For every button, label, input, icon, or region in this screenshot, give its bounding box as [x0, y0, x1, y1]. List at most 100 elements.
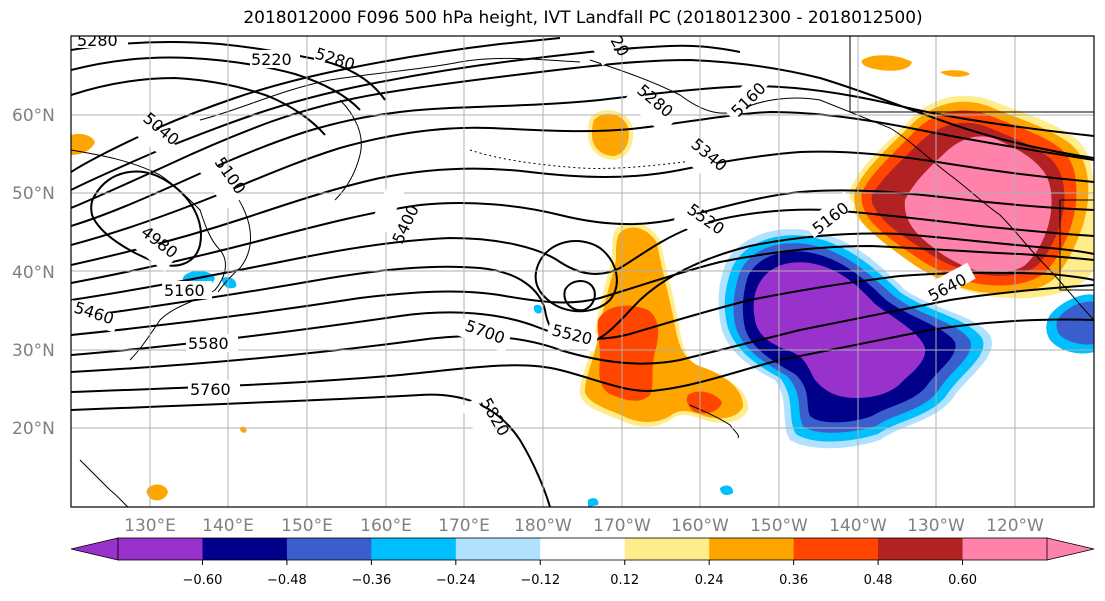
colorbar-swatch	[118, 538, 203, 560]
lon-label-120w: 120°W	[986, 516, 1044, 536]
ivt-positive-alaska-2	[592, 113, 629, 156]
contour-label-5220: 5220	[251, 50, 292, 69]
colorbar-tick-label: −0.36	[351, 573, 391, 588]
ivt-negative-060	[753, 262, 926, 398]
colorbar-swatch	[371, 538, 457, 560]
ivt-negative-uscoast-2	[1056, 301, 1094, 345]
contour-label-bg	[460, 398, 503, 453]
contour-label-bg	[720, 70, 771, 120]
ivt-positive-west	[71, 133, 95, 155]
colorbar-tick-label: −0.48	[267, 573, 307, 588]
lon-label-170w: 170°W	[593, 516, 651, 536]
ivt-positive-small-1	[146, 484, 168, 501]
contour-5220-top	[71, 56, 361, 111]
colorbar-tick-label: −0.60	[183, 573, 223, 588]
contour-label-5280-topleft: 5280	[77, 31, 118, 50]
lon-label-140e: 140°E	[202, 516, 254, 536]
lon-label-160e: 160°E	[360, 516, 412, 536]
contour-label-bg	[314, 44, 364, 62]
lat-label-30n: 30°N	[12, 341, 55, 361]
colorbar: −0.60 −0.48 −0.36 −0.24 −0.12 0.12 0.24 0.36 0.4…	[70, 537, 1095, 588]
contour-5400	[71, 189, 1094, 284]
contour-label-bg	[803, 191, 856, 238]
contour-5580	[71, 244, 1094, 336]
height-contours	[71, 37, 1094, 507]
contour-label-bg	[673, 205, 727, 250]
contour-label-bg	[71, 300, 120, 333]
region-box-canada	[849, 36, 1094, 113]
contour-label-5760: 5760	[190, 380, 231, 399]
map-frame	[70, 35, 1095, 508]
coast-japan	[217, 189, 251, 293]
contour-label-bg	[455, 318, 511, 353]
ivt-negative-spot-3	[533, 304, 542, 314]
contour-4980-low	[90, 170, 202, 267]
contour-5160	[71, 58, 1094, 209]
contour-5820	[71, 393, 551, 507]
lon-label-130w: 130°W	[907, 516, 965, 536]
contour-5580-cutoff	[563, 280, 596, 312]
graticule	[71, 36, 1094, 507]
colorbar-tick-label: 0.48	[864, 573, 893, 588]
coast-aleutians	[469, 149, 701, 169]
lon-label-160w: 160°W	[671, 516, 729, 536]
colorbar-swatch	[455, 538, 541, 560]
contour-5280-top	[71, 41, 386, 101]
contour-5340	[71, 150, 1094, 266]
contour-label-bg	[623, 86, 675, 135]
ivt-positive-north	[861, 55, 912, 71]
contour-5640	[71, 271, 1094, 356]
colorbar-tick-label: 0.24	[695, 573, 724, 588]
lat-label-60n: 60°N	[12, 106, 55, 126]
lon-label-140w: 140°W	[829, 516, 887, 536]
coast-philippines	[79, 459, 129, 507]
region-box-coast	[1059, 199, 1094, 291]
colorbar-tick-label: −0.12	[520, 573, 560, 588]
colorbar-tick-label: 0.12	[610, 573, 639, 588]
colorbar-swatch	[202, 538, 288, 560]
contour-label-bg	[162, 281, 212, 299]
lon-label-170e: 170°E	[438, 516, 490, 536]
ivt-positive-north-2	[940, 70, 970, 77]
latitude-labels: 60°N 50°N 40°N 30°N 20°N	[12, 106, 55, 439]
contour-label-bg	[367, 184, 405, 238]
coast-siberia	[199, 57, 581, 121]
contour-label-bg	[128, 115, 179, 161]
colorbar-swatch	[540, 538, 626, 560]
colorbar-extend-min	[70, 537, 119, 561]
lat-label-40n: 40°N	[12, 263, 55, 283]
contour-label-bg	[250, 50, 300, 68]
ivt-negative-japan-2	[222, 277, 237, 289]
contour-5160-top	[71, 76, 326, 136]
longitude-labels: 130°E 140°E 150°E 160°E 170°E 180°W 170°…	[124, 516, 1044, 536]
colorbar-tick-label: −0.24	[436, 573, 476, 588]
lon-label-150w: 150°W	[750, 516, 808, 536]
lon-label-130e: 130°E	[124, 516, 176, 536]
contour-5520-cutoff	[534, 240, 618, 313]
colorbar-swatch	[286, 538, 372, 560]
contour-5460	[71, 208, 1094, 301]
ivt-positive-036	[597, 305, 659, 401]
contour-label-bg	[197, 157, 241, 210]
contour-label-bg	[676, 139, 728, 188]
colorbar-tick-label: 0.36	[779, 573, 808, 588]
contour-label-bg	[921, 262, 976, 304]
colorbar-swatch	[878, 538, 964, 560]
figure-title: 2018012000 F096 500 hPa height, IVT Land…	[243, 8, 923, 28]
contour-label-bg	[545, 322, 599, 352]
colorbar-swatch	[624, 538, 710, 560]
contour-label-bg	[188, 380, 240, 398]
ivt-negative-spot-2	[588, 498, 599, 507]
contour-label-bg	[126, 227, 176, 272]
contour-5760	[71, 318, 1094, 393]
lon-label-150e: 150°E	[281, 516, 333, 536]
colorbar-frame	[117, 537, 1048, 561]
contour-label-bg	[186, 334, 238, 352]
ivt-negative-spot-1	[720, 485, 734, 496]
lon-label-180w: 180°W	[514, 516, 572, 536]
contour-label-5160: 5160	[164, 281, 205, 300]
contour-label-5580: 5580	[188, 334, 229, 353]
contour-label-bg	[590, 36, 618, 66]
lat-label-20n: 20°N	[12, 419, 55, 439]
contour-label-bg	[76, 36, 128, 48]
